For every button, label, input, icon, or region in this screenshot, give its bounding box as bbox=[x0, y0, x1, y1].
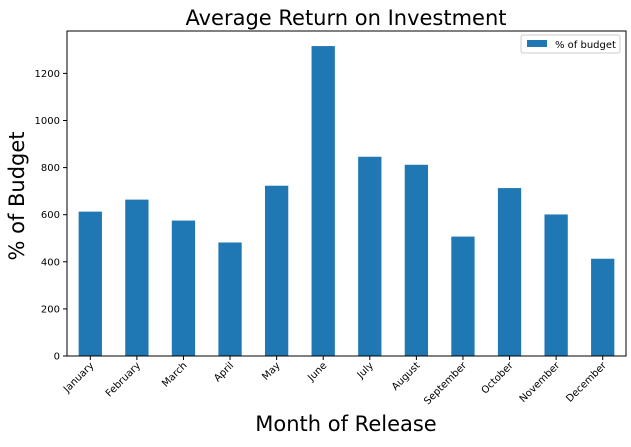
legend: % of budget bbox=[520, 34, 621, 54]
bar-november bbox=[544, 214, 568, 356]
y-tick-label: 800 bbox=[41, 163, 60, 174]
legend-label: % of budget bbox=[555, 40, 616, 51]
y-tick-label: 200 bbox=[41, 304, 60, 315]
bar-april bbox=[218, 242, 242, 356]
y-tick-label: 0 bbox=[54, 352, 60, 363]
bar-march bbox=[171, 220, 196, 356]
x-axis-label: Month of Release bbox=[255, 412, 436, 436]
y-tick-label: 1000 bbox=[35, 116, 60, 127]
bar-august bbox=[404, 164, 429, 356]
y-tick-label: 1200 bbox=[35, 69, 60, 80]
legend-swatch bbox=[527, 40, 547, 47]
bar-may bbox=[264, 185, 289, 356]
bar-june bbox=[311, 46, 335, 356]
bar-december bbox=[591, 258, 615, 356]
y-axis-label: % of Budget bbox=[5, 131, 29, 260]
bars-group bbox=[78, 46, 615, 356]
plot-frame bbox=[66, 30, 627, 357]
chart-title: Average Return on Investment bbox=[185, 6, 506, 30]
y-tick-label: 600 bbox=[41, 210, 60, 221]
y-tick-label: 400 bbox=[41, 257, 60, 268]
bar-october bbox=[497, 188, 522, 356]
y-axis: 0 200 400 600 800 1000 1200 bbox=[35, 69, 67, 363]
bar-july bbox=[358, 156, 382, 356]
legend-box bbox=[520, 34, 621, 54]
bar-september bbox=[451, 236, 475, 356]
bar-january bbox=[78, 211, 102, 356]
bar-february bbox=[125, 199, 149, 356]
